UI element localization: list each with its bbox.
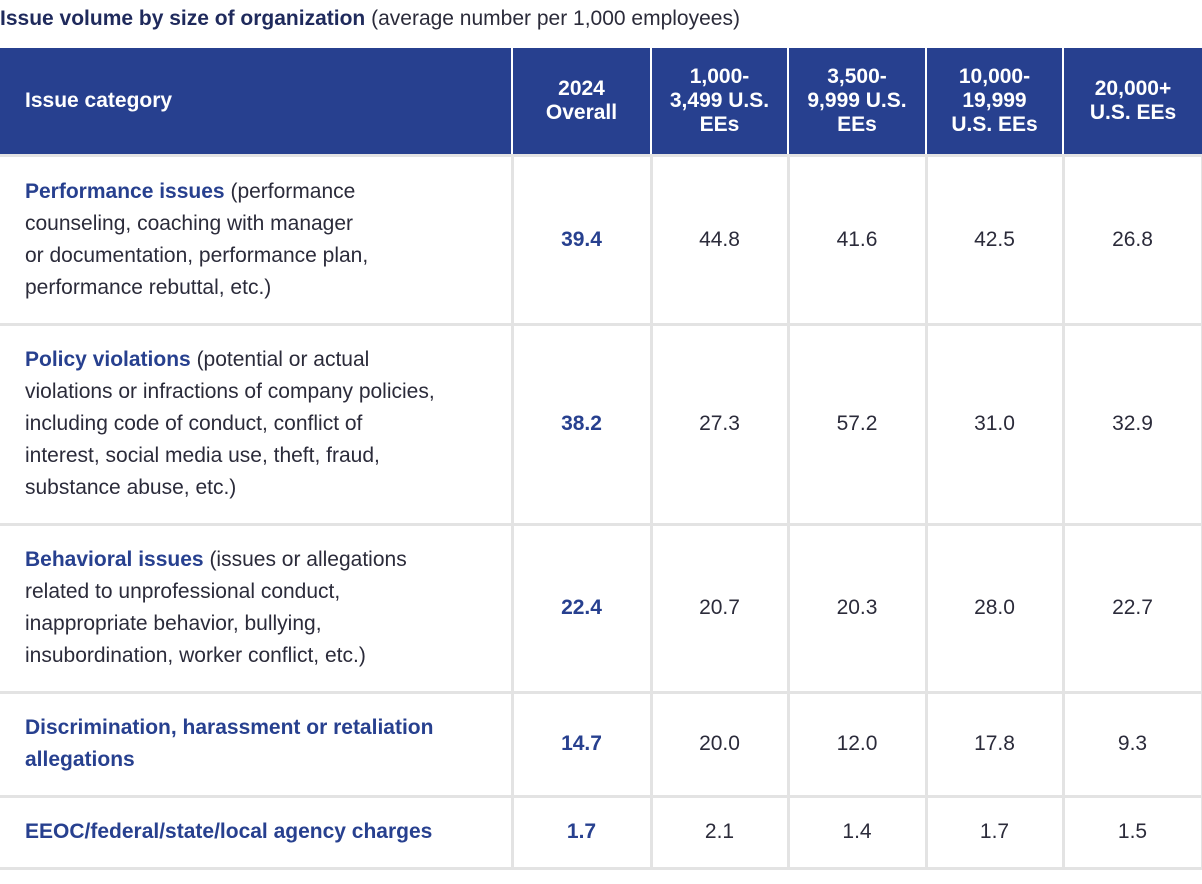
value-cell-20-000-u-s-ees: 22.7 [1061, 522, 1202, 692]
column-header-1-000-3-499-u-s-ees: 1,000- 3,499 U.S. EEs [650, 48, 788, 155]
issue-category-cell: Behavioral issues (issues or allegations… [0, 522, 512, 692]
value-cell-10-000-19-999-u-s-ees: 42.5 [924, 153, 1063, 324]
column-header-line: 10,000- [958, 64, 1031, 88]
table-row: Performance issues (performance counselin… [0, 153, 1202, 324]
column-header-line: EEs [699, 112, 740, 136]
issue-category-cell: Policy violations (potential or actual vi… [0, 322, 512, 524]
category-name: EEOC/federal/state/local agency charges [25, 820, 433, 843]
issue-volume-table: Issue category 2024 Overall 1,000- 3,499 U.S… [0, 48, 1202, 870]
value-cell-1-000-3-499-u-s-ees: 2.1 [649, 794, 788, 870]
table-row: EEOC/federal/state/local agency charges 1… [0, 794, 1202, 870]
category-description: performance rebuttal, etc.) [25, 275, 272, 299]
column-header-line: Overall [545, 100, 618, 124]
category-name: Discrimination, harassment or retaliatio… [25, 716, 434, 739]
table-body: Performance issues (performance counselin… [0, 153, 1202, 870]
category-name: allegations [25, 748, 135, 771]
column-header-issue-category: Issue category [0, 48, 512, 155]
category-description: (issues or allegations [209, 548, 407, 571]
value-cell-2024-overall: 38.2 [510, 322, 651, 524]
column-header-line: 2024 [558, 76, 605, 100]
column-header-line: EEs [837, 112, 877, 136]
value-cell-1-000-3-499-u-s-ees: 44.8 [649, 153, 788, 324]
category-description: counseling, coaching with manager [25, 211, 354, 235]
value-cell-3-500-9-999-u-s-ees: 12.0 [786, 690, 926, 796]
value-cell-2024-overall: 1.7 [510, 794, 651, 870]
column-header-line: 3,500- [827, 64, 887, 88]
value-cell-10-000-19-999-u-s-ees: 31.0 [924, 322, 1063, 524]
category-description: interest, social media use, theft, fraud… [25, 444, 380, 467]
column-header-line: 19,999 [962, 88, 1027, 112]
category-description: (performance [230, 179, 356, 203]
category-description: (potential or actual [196, 348, 370, 371]
title-subtitle: (average number per 1,000 employees) [371, 7, 740, 30]
value-cell-2024-overall: 14.7 [510, 690, 651, 796]
value-cell-3-500-9-999-u-s-ees: 1.4 [786, 794, 926, 870]
value-cell-2024-overall: 22.4 [510, 522, 651, 692]
category-description: inappropriate behavior, bullying, [25, 612, 322, 635]
category-description: including code of conduct, conflict of [25, 412, 363, 435]
value-cell-2024-overall: 39.4 [510, 153, 651, 324]
category-name: Behavioral issues [25, 548, 204, 571]
category-description: related to unprofessional conduct, [25, 580, 341, 603]
column-header-10-000-19-999-u-s-ees: 10,000- 19,999 U.S. EEs [925, 48, 1063, 155]
column-header-2024-overall: 2024 Overall [511, 48, 651, 155]
value-cell-20-000-u-s-ees: 9.3 [1061, 690, 1202, 796]
column-header-line: 9,999 U.S. [807, 88, 907, 112]
category-description: or documentation, performance plan, [25, 243, 369, 267]
category-description: insubordination, worker conflict, etc.) [25, 644, 366, 667]
category-description: violations or infractions of company pol… [25, 380, 435, 403]
category-name: Performance issues [25, 179, 225, 203]
column-header-line: U.S. EEs [1089, 100, 1177, 124]
column-header-line: 3,499 U.S. [669, 88, 770, 112]
value-cell-10-000-19-999-u-s-ees: 17.8 [924, 690, 1063, 796]
value-cell-1-000-3-499-u-s-ees: 27.3 [649, 322, 788, 524]
column-header-line: 20,000+ [1094, 76, 1172, 100]
value-cell-20-000-u-s-ees: 26.8 [1061, 153, 1202, 324]
value-cell-3-500-9-999-u-s-ees: 57.2 [786, 322, 926, 524]
column-header-line: 1,000- [689, 64, 750, 88]
value-cell-1-000-3-499-u-s-ees: 20.0 [649, 690, 788, 796]
value-cell-3-500-9-999-u-s-ees: 41.6 [786, 153, 926, 324]
issue-category-cell: Performance issues (performance counselin… [0, 153, 512, 324]
issue-category-cell: Discrimination, harassment or retaliatio… [0, 690, 512, 796]
column-header-20-000-u-s-ees: 20,000+ U.S. EEs [1062, 48, 1202, 155]
category-description: substance abuse, etc.) [25, 476, 237, 499]
table-row: Policy violations (potential or actual vi… [0, 322, 1202, 524]
value-cell-3-500-9-999-u-s-ees: 20.3 [786, 522, 926, 692]
title-main: Issue volume by size of organization [0, 7, 366, 30]
value-cell-20-000-u-s-ees: 1.5 [1061, 794, 1202, 870]
table-title: Issue volume by size of organization (av… [0, 6, 740, 32]
table-row: Behavioral issues (issues or allegations… [0, 522, 1202, 692]
column-header-3-500-9-999-u-s-ees: 3,500- 9,999 U.S. EEs [787, 48, 926, 155]
column-header-line: U.S. EEs [951, 112, 1038, 136]
header-row: Issue category 2024 Overall 1,000- 3,499 U.S… [0, 48, 1202, 155]
value-cell-1-000-3-499-u-s-ees: 20.7 [649, 522, 788, 692]
column-header-line: Issue category [25, 88, 173, 112]
value-cell-10-000-19-999-u-s-ees: 28.0 [924, 522, 1063, 692]
value-cell-10-000-19-999-u-s-ees: 1.7 [924, 794, 1063, 870]
category-name: Policy violations [25, 348, 191, 371]
table-row: Discrimination, harassment or retaliatio… [0, 690, 1202, 796]
issue-category-cell: EEOC/federal/state/local agency charges [0, 794, 512, 870]
value-cell-20-000-u-s-ees: 32.9 [1061, 322, 1202, 524]
